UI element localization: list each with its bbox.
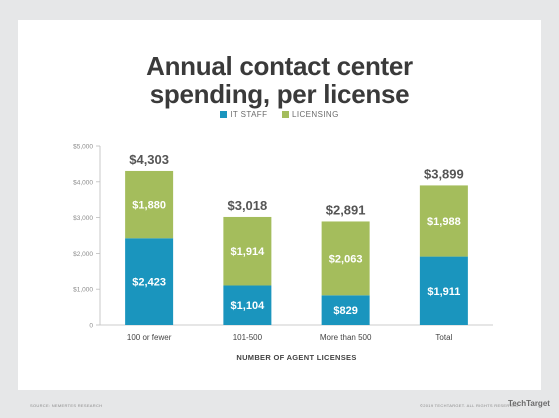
bar-total-label: $3,018 <box>227 198 267 213</box>
techtarget-logo: TechTarget <box>508 399 550 408</box>
chart-title-line-1: Annual contact center <box>146 51 413 81</box>
bar-value-label: $1,880 <box>132 200 166 212</box>
bar-value-label: $1,988 <box>427 216 461 228</box>
bar-licensing <box>125 170 174 239</box>
bar-it-staff <box>321 295 370 325</box>
legend-label-it-staff: IT STAFF <box>230 110 268 119</box>
bar-it-staff <box>419 256 468 325</box>
bar-total-label: $4,303 <box>129 152 169 167</box>
bar-total-label: $3,899 <box>424 166 464 181</box>
y-tick-label: $5,000 <box>73 144 93 151</box>
y-tick-label: $3,000 <box>73 215 93 222</box>
bar-value-label: $2,423 <box>132 277 166 289</box>
x-category-label: More than 500 <box>320 333 372 342</box>
chart-title: Annual contact center spending, per lice… <box>18 52 541 108</box>
chart-legend: IT STAFF LICENSING <box>18 110 541 119</box>
y-tick-label: $2,000 <box>73 251 93 258</box>
legend-swatch-it-staff <box>220 111 228 118</box>
legend-item-licensing: LICENSING <box>282 110 339 119</box>
bar-licensing <box>419 185 468 257</box>
legend-label-licensing: LICENSING <box>292 110 339 119</box>
bar-value-label: $829 <box>333 305 357 317</box>
y-tick-label: $1,000 <box>73 287 93 294</box>
legend-item-it-staff: IT STAFF <box>220 110 267 119</box>
bar-licensing <box>321 221 370 296</box>
x-category-label: Total <box>435 333 452 342</box>
bar-value-label: $1,911 <box>427 286 460 298</box>
y-tick-label: 0 <box>89 323 93 330</box>
bar-licensing <box>223 216 272 286</box>
chart-title-line-2: spending, per license <box>149 79 410 109</box>
legend-swatch-licensing <box>282 111 290 118</box>
bar-it-staff <box>223 285 272 325</box>
bar-it-staff <box>125 238 174 325</box>
x-category-label: 101-500 <box>233 333 263 342</box>
x-axis-title: NUMBER OF AGENT LICENSES <box>236 353 356 362</box>
bar-value-label: $2,063 <box>329 253 363 265</box>
x-category-label: 100 or fewer <box>127 333 172 342</box>
y-tick-label: $4,000 <box>73 179 93 186</box>
bar-total-label: $2,891 <box>326 203 366 218</box>
footer-copyright: ©2019 TECHTARGET. ALL RIGHTS RESERVED <box>420 403 519 408</box>
bar-value-label: $1,104 <box>231 300 266 312</box>
footer-source: SOURCE: NEMERTES RESEARCH <box>30 403 103 408</box>
bar-value-label: $1,914 <box>231 246 266 258</box>
